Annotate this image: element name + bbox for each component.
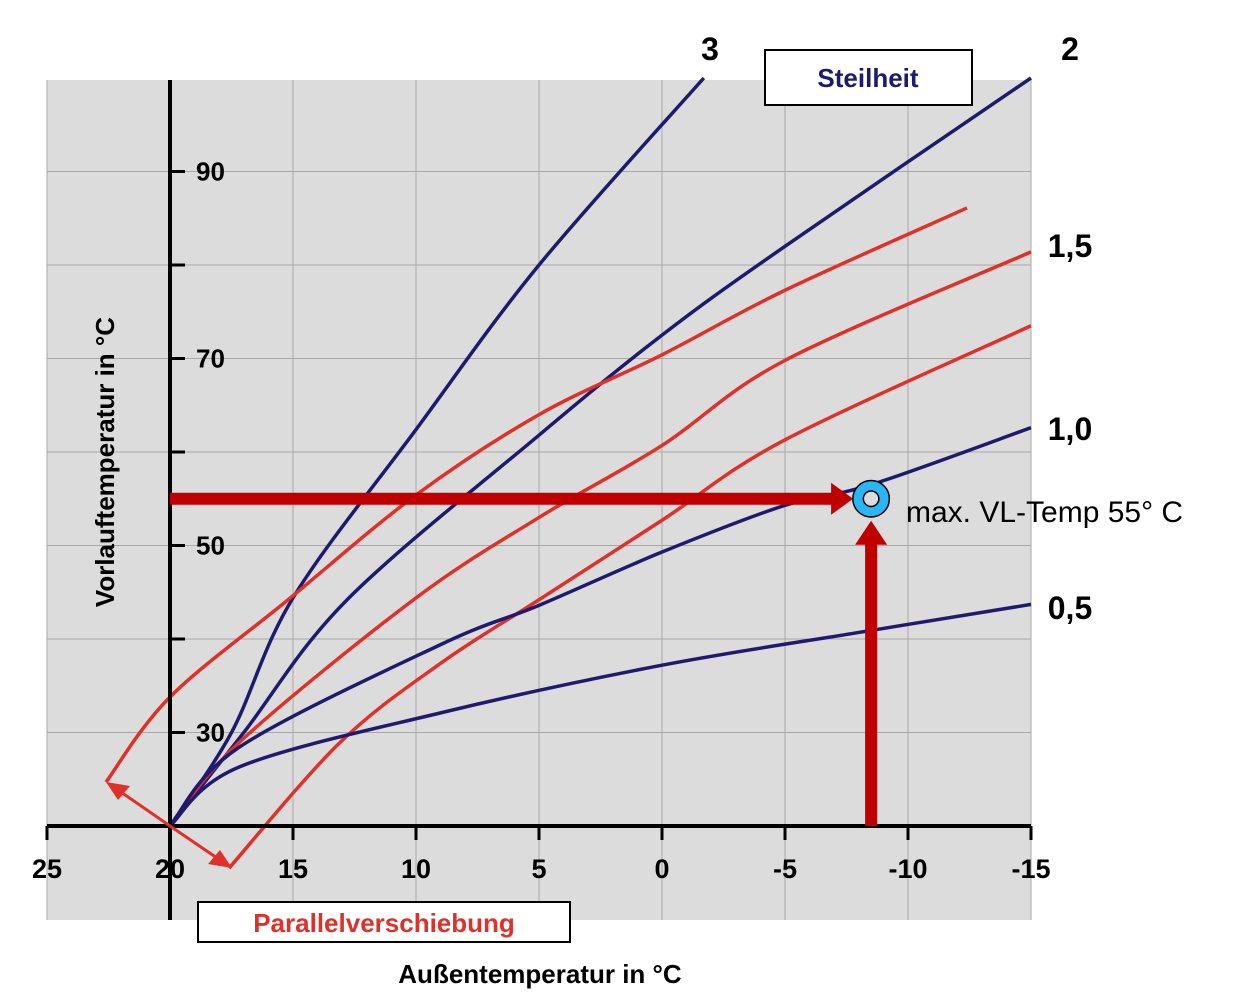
x-tick-label: 0: [654, 854, 669, 884]
curve-label-2: 2: [1061, 31, 1079, 67]
x-tick-label: 10: [401, 854, 431, 884]
x-tick-label: 5: [531, 854, 546, 884]
x-tick-label: 25: [32, 854, 62, 884]
x-axis-label: Außentemperatur in °C: [398, 959, 682, 989]
max-vl-temp-annotation: max. VL-Temp 55° C: [906, 496, 1183, 529]
curve-2: [168, 76, 1032, 828]
curve-1-5: [168, 250, 1032, 828]
parallelverschiebung-label: Parallelverschiebung: [253, 908, 515, 938]
parallel-shift-arrow-up: [117, 788, 171, 828]
max-temp-marker: [853, 481, 889, 517]
curve-label-1-0: 1,0: [1048, 411, 1092, 447]
curve-shift-4: [227, 324, 1032, 870]
parallel-shift-arrow-down: [169, 824, 221, 862]
curve-3: [168, 76, 706, 827]
horizontal-arrow-shaft: [170, 492, 834, 505]
steilheit-label: Steilheit: [817, 63, 918, 93]
vertical-arrowhead: [855, 520, 888, 545]
y-tick-label: 90: [196, 157, 225, 187]
y-axis-label: Vorlauftemperatur in °C: [90, 317, 120, 607]
arrowhead: [106, 782, 130, 800]
x-tick-label: -15: [1011, 854, 1050, 884]
curve-label-1-5: 1,5: [1048, 228, 1092, 264]
curve-0-5: [168, 602, 1032, 828]
y-tick-label: 70: [196, 344, 225, 374]
curve-shift-3: [104, 206, 968, 784]
x-tick-label: 15: [278, 854, 308, 884]
y-tick-label: 50: [196, 531, 225, 561]
steilheit-box: [764, 49, 973, 106]
arrowhead: [208, 850, 232, 868]
vertical-arrow-shaft: [865, 542, 878, 826]
curve-label-0-5: 0,5: [1048, 590, 1092, 626]
y-tick-label: 30: [196, 718, 225, 748]
x-tick-label: -10: [888, 854, 927, 884]
parallelverschiebung-box: [197, 901, 571, 943]
x-tick-label: -5: [773, 854, 797, 884]
curve-label-3: 3: [701, 31, 719, 67]
horizontal-arrowhead: [831, 482, 854, 515]
x-tick-label: 20: [155, 854, 185, 884]
